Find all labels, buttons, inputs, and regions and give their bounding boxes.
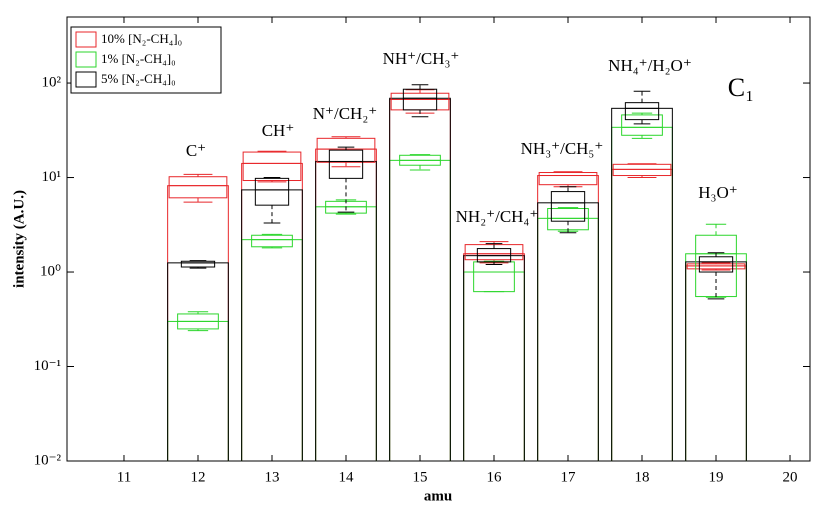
y-tick-label: 10⁰ <box>40 263 61 279</box>
x-tick-label: 20 <box>783 469 798 485</box>
x-tick-label: 11 <box>117 469 131 485</box>
annotation: C⁺ <box>186 141 206 160</box>
panel-label: C₁ <box>728 73 754 102</box>
annotation: NH₃⁺/CH₅⁺ <box>521 139 604 158</box>
legend-swatch <box>75 51 97 68</box>
box <box>621 114 663 136</box>
box <box>180 260 216 268</box>
box <box>168 176 228 199</box>
y-tick-label: 10⁻¹ <box>34 358 61 374</box>
annotation: H₃O⁺ <box>698 183 737 202</box>
box <box>538 172 598 186</box>
x-tick-label: 13 <box>264 469 279 485</box>
x-tick-label: 19 <box>709 469 724 485</box>
x-tick-label: 16 <box>487 469 503 485</box>
box <box>242 151 302 182</box>
box <box>402 88 438 111</box>
box <box>251 234 293 248</box>
legend-swatch <box>75 71 97 88</box>
box <box>624 102 660 121</box>
x-tick-label: 12 <box>190 469 205 485</box>
legend-text: 1% [N₂-CH₄]₀ <box>101 51 176 66</box>
box <box>698 256 734 273</box>
box <box>612 163 672 177</box>
box <box>328 149 364 179</box>
x-tick-label: 14 <box>338 469 354 485</box>
annotation: NH⁺/CH₃⁺ <box>383 49 460 68</box>
box <box>316 137 376 163</box>
y-tick-label: 10² <box>42 74 62 90</box>
y-axis-label: intensity (A.U.) <box>11 190 27 288</box>
x-tick-label: 17 <box>561 469 577 485</box>
y-tick-label: 10⁻² <box>34 452 62 468</box>
annotation: NH₂⁺/CH₄⁺ <box>456 207 539 226</box>
box <box>550 191 586 222</box>
legend-text: 10% [N₂-CH₄]₀ <box>101 31 182 46</box>
annotation: NH₄⁺/H₂O⁺ <box>608 56 692 75</box>
x-axis-label: amu <box>424 488 452 504</box>
annotation: CH⁺ <box>262 121 295 140</box>
box <box>254 177 290 206</box>
annotation: N⁺/CH₂⁺ <box>313 104 378 123</box>
legend-text: 5% [N₂-CH₄]₀ <box>101 71 176 86</box>
x-tick-label: 18 <box>635 469 650 485</box>
x-tick-label: 15 <box>412 469 427 485</box>
legend-swatch <box>75 31 97 48</box>
y-tick-label: 10¹ <box>42 169 62 185</box>
